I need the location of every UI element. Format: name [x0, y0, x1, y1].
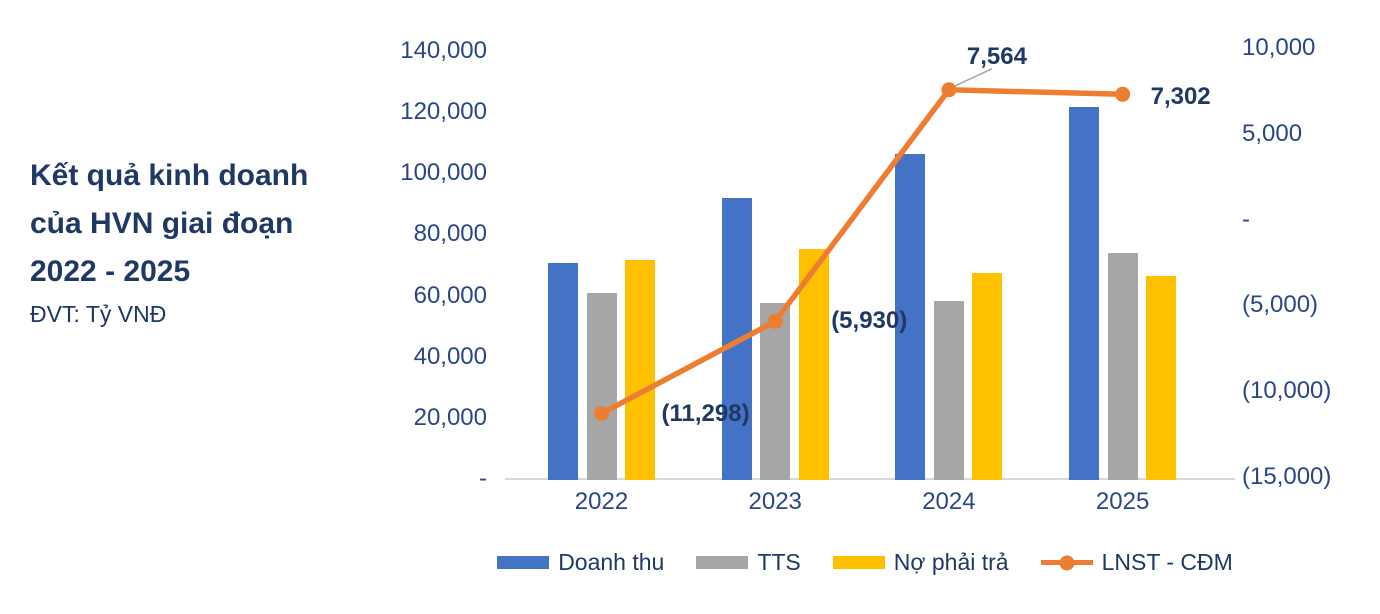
- unit-label: ĐVT: Tỷ VNĐ: [30, 301, 167, 327]
- left-axis-tick: 20,000: [413, 403, 487, 431]
- legend-line-marker: [1059, 555, 1075, 570]
- chart-header: Kết quả kinh doanh của HVN giai đoạn 202…: [30, 152, 380, 328]
- legend-item-doanh-thu: Doanh thu: [497, 549, 664, 576]
- legend-label: Doanh thu: [558, 549, 665, 575]
- left-axis-tick: 140,000: [400, 37, 487, 64]
- data-label-leader-line: [950, 68, 993, 89]
- left-axis-tick: 80,000: [413, 220, 487, 248]
- x-axis-line: [505, 478, 1235, 480]
- x-axis-label: 2024: [922, 488, 976, 515]
- line-data-label: 7,564: [966, 42, 1027, 70]
- bar-no-phai-tra-2025: [1146, 276, 1177, 480]
- left-axis-tick: -: [479, 465, 487, 492]
- x-axis-label: 2022: [574, 488, 629, 515]
- left-axis-tick: 120,000: [400, 98, 487, 126]
- legend-swatch-tts: [696, 556, 749, 569]
- right-axis-tick: 10,000: [1242, 34, 1316, 61]
- right-axis-tick: 5,000: [1242, 119, 1303, 147]
- profit-line: [600, 87, 1123, 416]
- left-axis-tick: 40,000: [413, 342, 487, 370]
- legend-label: Nợ phải trả: [893, 549, 1009, 575]
- legend-label: LNST - CĐM: [1101, 549, 1233, 575]
- line-data-label: (5,930): [831, 307, 908, 335]
- bar-tts-2022: [586, 293, 617, 480]
- x-axis-label: 2025: [1095, 488, 1150, 515]
- bar-doanh-thu-2022: [548, 263, 578, 480]
- legend-item-no-phai-tra: Nợ phải trả: [832, 549, 1009, 576]
- bar-doanh-thu-2023: [721, 198, 752, 480]
- line-data-label: 7,302: [1150, 83, 1211, 111]
- chart-title-line: Kết quả kinh doanh: [30, 159, 309, 192]
- legend-item-tts: TTS: [696, 549, 801, 576]
- line-marker: [941, 82, 957, 98]
- left-axis-tick: 60,000: [413, 281, 487, 309]
- chart-legend: Doanh thu TTS Nợ phải trả LNST - CĐM: [360, 549, 1370, 576]
- bar-no-phai-tra-2022: [625, 260, 655, 480]
- bar-no-phai-tra-2023: [798, 249, 829, 480]
- bar-doanh-thu-2025: [1069, 106, 1100, 480]
- bar-no-phai-tra-2024: [972, 272, 1003, 480]
- bar-tts-2025: [1107, 253, 1138, 480]
- left-axis-tick: 100,000: [400, 159, 487, 187]
- line-data-label: (11,298): [661, 400, 750, 428]
- legend-label: TTS: [757, 549, 801, 575]
- right-axis-tick: (5,000): [1242, 291, 1319, 319]
- legend-item-lnst-cdm: LNST - CĐM: [1040, 549, 1233, 576]
- right-axis-tick: (15,000): [1242, 463, 1332, 490]
- line-marker: [1115, 86, 1131, 102]
- legend-swatch-lnst-cdm: [1040, 554, 1093, 571]
- x-axis-label: 2023: [748, 488, 802, 515]
- chart-title-line: 2022 - 2025: [30, 255, 191, 288]
- bar-tts-2024: [933, 301, 964, 480]
- chart-title-line: của HVN giai đoạn: [30, 207, 294, 240]
- legend-swatch-doanh-thu: [497, 556, 550, 569]
- right-axis-tick: -: [1242, 205, 1250, 233]
- bar-tts-2023: [760, 302, 791, 480]
- right-axis-tick: (10,000): [1242, 377, 1332, 405]
- legend-swatch-no-phai-tra: [832, 556, 885, 569]
- chart-title: Kết quả kinh doanh của HVN giai đoạn 202…: [30, 152, 380, 296]
